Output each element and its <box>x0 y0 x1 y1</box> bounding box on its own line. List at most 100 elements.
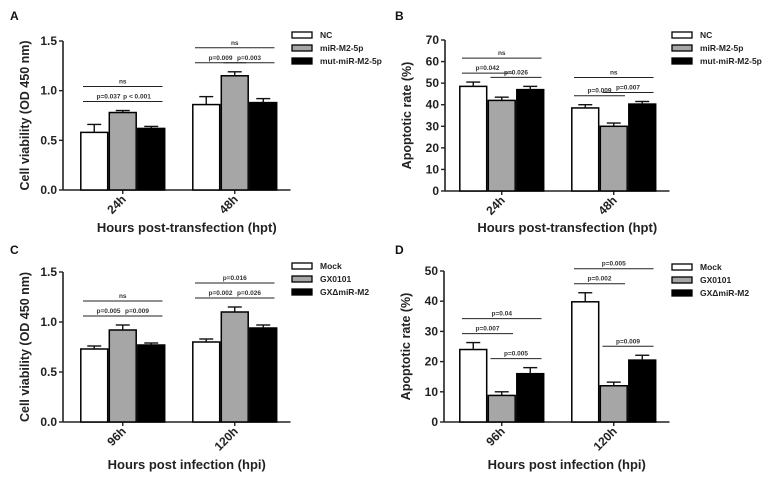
significance-label: p=0.007 <box>475 326 499 333</box>
bar-nc-48h <box>571 107 600 192</box>
y-tick-label: 40 <box>425 294 439 308</box>
y-axis-label: Cell viability (OD 450 nm) <box>18 272 32 422</box>
significance-label: p=0.009 <box>208 55 232 62</box>
y-tick-label: 1.5 <box>40 34 57 48</box>
x-axis-label: Hours post infection (hpi) <box>488 457 646 472</box>
legend-swatch <box>671 263 693 271</box>
bar-gx0101-96h <box>108 329 137 423</box>
panel-d: D 0 10 20 30 40 50 Apoptotic rate (%) Hours post… <box>395 243 749 472</box>
legend-label: Mock <box>700 262 722 272</box>
y-tick-label: 0.5 <box>40 133 57 147</box>
y-axis-label: Apoptotic rate (%) <box>400 62 414 170</box>
y-axis-label: Apoptotic rate (%) <box>399 293 413 401</box>
x-tick-label: 120h <box>591 424 620 453</box>
y-tick-label: 0.0 <box>40 415 57 429</box>
legend-label: NC <box>320 30 332 40</box>
significance-label: p=0.005 <box>96 308 120 315</box>
significance-label: p=0.04 <box>492 311 513 318</box>
bar-mut-mir-m2-5p-24h <box>516 88 545 192</box>
bar-mock-120h <box>192 341 221 423</box>
legend-label: GX0101 <box>700 275 731 285</box>
bar-mut-mir-m2-5p-48h <box>249 101 278 191</box>
legend-swatch <box>671 289 693 297</box>
y-axis-label: Cell viability (OD 450 nm) <box>18 40 32 190</box>
significance-label: p=0.026 <box>504 69 528 76</box>
bar-mir-m2-5p-24h <box>108 111 137 191</box>
legend-label: GXΔmiR-M2 <box>700 288 749 298</box>
y-tick-label: 0 <box>431 415 438 429</box>
legend-label: GX0101 <box>320 274 351 284</box>
legend-swatch <box>291 275 313 283</box>
bar-gx0101-120h <box>599 385 628 423</box>
y-tick-label: 50 <box>426 76 440 90</box>
panel-a: A 0.0 0.5 1.0 1.5 Cell viability (OD 450 nm) H… <box>10 9 382 235</box>
significance-label: p=0.042 <box>475 65 499 72</box>
panel-label: C <box>10 243 19 257</box>
significance-label: p=0.005 <box>602 261 626 268</box>
significance-label: p < 0.001 <box>123 94 151 101</box>
legend-label: GXΔmiR-M2 <box>320 287 369 297</box>
y-tick-label: 0 <box>432 184 439 198</box>
significance-label: ns <box>610 69 618 76</box>
legend-label: miR-M2-5p <box>320 43 363 53</box>
significance-label: p=0.026 <box>237 290 261 297</box>
x-axis-label: Hours post infection (hpi) <box>108 457 266 472</box>
y-tick-label: 30 <box>426 119 440 133</box>
bar-nc-48h <box>192 103 221 191</box>
panel-label: B <box>395 9 404 23</box>
significance-label: p=0.009 <box>587 88 611 95</box>
y-tick-label: 10 <box>425 385 439 399</box>
x-tick-label: 120h <box>212 424 241 453</box>
bar-mir-m2-5p-48h <box>220 75 249 191</box>
y-tick-label: 1.5 <box>40 265 57 279</box>
bar-gx-mir-m2-120h <box>628 359 657 423</box>
bar-mut-mir-m2-5p-48h <box>628 103 657 192</box>
x-tick-label: 24h <box>483 193 508 218</box>
legend-swatch <box>671 57 693 65</box>
significance-label: p=0.009 <box>616 338 640 345</box>
significance-label: p=0.009 <box>125 308 149 315</box>
y-tick-label: 1.0 <box>40 84 57 98</box>
panel-b: B 0 10 20 30 40 50 60 70 Apoptotic rate (%) Hours … <box>395 9 762 235</box>
significance-label: ns <box>231 40 239 47</box>
significance-label: p=0.005 <box>504 351 528 358</box>
legend-swatch <box>671 44 693 52</box>
legend-swatch <box>291 31 313 39</box>
bar-nc-24h <box>80 131 109 191</box>
significance-label: p=0.007 <box>616 84 640 91</box>
legend-swatch <box>671 31 693 39</box>
bar-nc-24h <box>459 85 488 192</box>
bar-gx-mir-m2-120h <box>249 327 278 423</box>
y-tick-label: 40 <box>426 98 440 112</box>
bar-mock-96h <box>459 348 488 423</box>
x-axis-label: Hours post-transfection (hpt) <box>97 220 277 235</box>
significance-label: p=0.003 <box>237 55 261 62</box>
y-tick-label: 20 <box>426 141 440 155</box>
legend-swatch <box>291 57 313 65</box>
panel-c: C 0.0 0.5 1.0 1.5 Cell viability (OD 450 nm) H… <box>10 243 369 472</box>
y-tick-label: 20 <box>425 355 439 369</box>
y-tick-label: 70 <box>426 33 440 47</box>
y-tick-label: 50 <box>425 264 439 278</box>
legend-swatch <box>291 262 313 270</box>
bar-mut-mir-m2-5p-24h <box>137 127 166 191</box>
y-tick-label: 60 <box>426 55 440 69</box>
x-tick-label: 24h <box>104 192 129 217</box>
legend-swatch <box>671 276 693 284</box>
bar-gx0101-96h <box>487 394 516 423</box>
y-tick-label: 1.0 <box>40 315 57 329</box>
significance-label: ns <box>498 50 506 57</box>
x-tick-label: 96h <box>483 424 508 449</box>
x-tick-label: 96h <box>104 424 129 449</box>
legend-label: Mock <box>320 261 342 271</box>
bar-mir-m2-5p-48h <box>599 125 628 192</box>
y-tick-label: 10 <box>426 162 440 176</box>
significance-label: p=0.016 <box>223 275 247 282</box>
bar-gx0101-120h <box>220 311 249 423</box>
significance-label: ns <box>119 293 127 300</box>
significance-label: p=0.037 <box>96 94 120 101</box>
y-tick-label: 30 <box>425 324 439 338</box>
bar-mock-120h <box>571 301 600 423</box>
bar-mock-96h <box>80 348 109 423</box>
panel-label: D <box>395 243 404 257</box>
